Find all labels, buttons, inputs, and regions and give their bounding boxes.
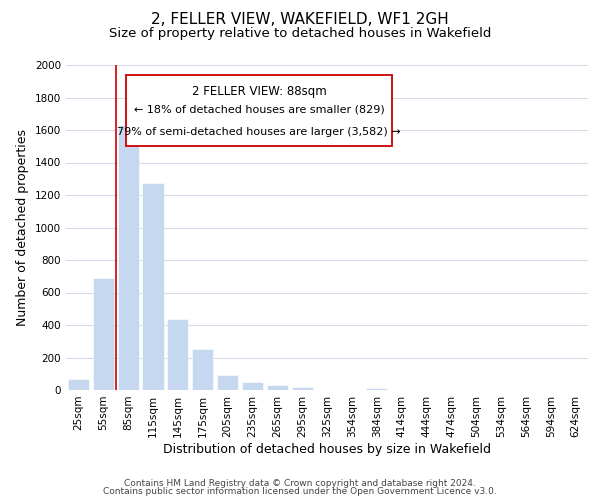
Bar xyxy=(93,278,114,390)
X-axis label: Distribution of detached houses by size in Wakefield: Distribution of detached houses by size … xyxy=(163,442,491,456)
Bar xyxy=(142,183,164,390)
Y-axis label: Number of detached properties: Number of detached properties xyxy=(16,129,29,326)
Bar xyxy=(192,348,213,390)
Text: Size of property relative to detached houses in Wakefield: Size of property relative to detached ho… xyxy=(109,28,491,40)
Bar xyxy=(68,380,89,390)
Bar xyxy=(242,382,263,390)
Text: Contains HM Land Registry data © Crown copyright and database right 2024.: Contains HM Land Registry data © Crown c… xyxy=(124,478,476,488)
Bar xyxy=(292,387,313,390)
Bar xyxy=(118,125,139,390)
Bar xyxy=(366,388,387,390)
Bar xyxy=(217,376,238,390)
Bar xyxy=(267,385,288,390)
Text: 2 FELLER VIEW: 88sqm: 2 FELLER VIEW: 88sqm xyxy=(192,84,326,98)
Text: 2, FELLER VIEW, WAKEFIELD, WF1 2GH: 2, FELLER VIEW, WAKEFIELD, WF1 2GH xyxy=(151,12,449,28)
FancyBboxPatch shape xyxy=(126,74,392,146)
Bar xyxy=(167,320,188,390)
Text: Contains public sector information licensed under the Open Government Licence v3: Contains public sector information licen… xyxy=(103,487,497,496)
Text: 79% of semi-detached houses are larger (3,582) →: 79% of semi-detached houses are larger (… xyxy=(118,126,401,136)
Text: ← 18% of detached houses are smaller (829): ← 18% of detached houses are smaller (82… xyxy=(134,104,385,114)
